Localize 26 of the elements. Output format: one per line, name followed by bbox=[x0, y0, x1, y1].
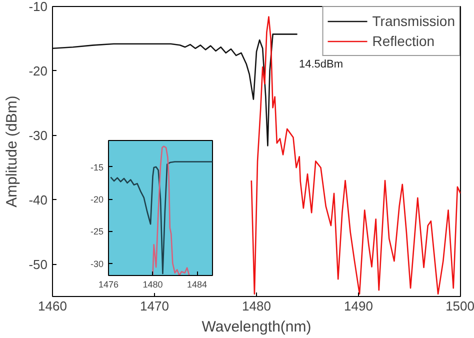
x-tick-label: 1500 bbox=[446, 298, 474, 314]
x-tick-label: 1490 bbox=[344, 298, 373, 314]
x-axis-title: Wavelength(nm) bbox=[202, 318, 312, 336]
x-tick-label: 1460 bbox=[38, 298, 67, 314]
y-tick-label: -40 bbox=[28, 192, 48, 208]
y-tick-label: -30 bbox=[28, 128, 48, 143]
annotation: 14.5dBm bbox=[298, 58, 344, 70]
y-tick-label: -20 bbox=[28, 63, 48, 78]
line-series bbox=[152, 146, 190, 276]
y-tick-label: -30 bbox=[90, 258, 104, 269]
line-series bbox=[52, 34, 298, 146]
legend-label: Reflection bbox=[372, 33, 435, 49]
legend-label: Transmission bbox=[372, 13, 455, 29]
y-tick-label: -50 bbox=[28, 256, 48, 272]
x-tick-label: 1480 bbox=[142, 280, 163, 290]
y-tick-label: -25 bbox=[90, 226, 104, 237]
line-series bbox=[250, 16, 460, 295]
y-tick-label: -15 bbox=[90, 162, 104, 172]
x-tick-label: 1470 bbox=[140, 298, 169, 314]
y-axis-title: Amplitude (dBm) bbox=[4, 96, 21, 208]
y-tick-label: -20 bbox=[90, 194, 104, 204]
line-series bbox=[110, 161, 212, 274]
y-tick-label: -10 bbox=[28, 0, 48, 14]
x-tick-label: 1476 bbox=[98, 280, 119, 290]
x-tick-label: 1480 bbox=[242, 298, 271, 314]
x-tick-label: 1484 bbox=[187, 280, 208, 290]
